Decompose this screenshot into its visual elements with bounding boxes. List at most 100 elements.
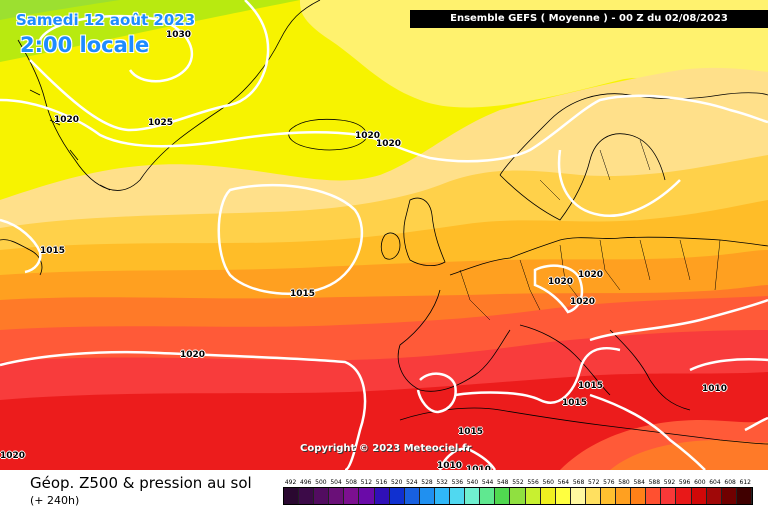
scale-color-cell xyxy=(736,488,752,504)
scale-color-cell xyxy=(585,488,601,504)
scale-tick-label: 512 xyxy=(360,479,373,486)
scale-tick-label: 544 xyxy=(481,479,494,486)
scale-color-cell xyxy=(344,488,360,504)
scale-tick-label: 564 xyxy=(557,479,570,486)
scale-color-cell xyxy=(555,488,571,504)
weather-map xyxy=(0,0,768,470)
scale-color-cell xyxy=(661,488,677,504)
isobar-label: 1010 xyxy=(702,384,728,394)
isobar-label: 1020 xyxy=(570,297,596,307)
scale-color-cell xyxy=(465,488,481,504)
scale-tick-label: 604 xyxy=(709,479,721,486)
scale-tick-label: 532 xyxy=(436,479,448,486)
coastlines xyxy=(0,0,768,445)
scale-color-cell xyxy=(721,488,737,504)
scale-color-cell xyxy=(616,488,632,504)
scale-color-cell xyxy=(359,488,375,504)
isobar-1015-atlantic xyxy=(217,183,364,295)
scale-color-cell xyxy=(495,488,511,504)
scale-color-cell xyxy=(419,488,435,504)
italy-coast xyxy=(519,324,611,396)
scale-tick-label: 536 xyxy=(451,479,464,486)
scale-color-cell xyxy=(389,488,405,504)
scale-tick-label: 588 xyxy=(648,479,661,486)
scale-tick-label: 548 xyxy=(497,479,509,486)
isobar-label: 1015 xyxy=(40,246,66,256)
copyright-notice: Copyright © 2023 Meteociel.fr xyxy=(300,443,472,454)
isobar-label: 1030 xyxy=(166,30,192,40)
isobar-label: 1020 xyxy=(355,131,381,141)
scale-tick-label: 524 xyxy=(406,479,418,486)
scale-color-cell xyxy=(314,488,330,504)
scale-color-cell xyxy=(646,488,662,504)
scale-color-cell xyxy=(450,488,466,504)
scale-color-cell xyxy=(329,488,345,504)
iceland-coast xyxy=(288,118,367,151)
footer-subtitle: (+ 240h) xyxy=(30,494,80,507)
isobar-1015-med xyxy=(454,346,621,404)
isobars xyxy=(0,0,768,470)
isobar-label: 1020 xyxy=(180,350,206,360)
scale-tick-label: 492 xyxy=(284,479,297,486)
scale-color-cell xyxy=(691,488,707,504)
isobar-label: 1020 xyxy=(0,451,26,461)
band-572 xyxy=(0,0,300,62)
color-scale-legend: 492 496 500 504 508 512 516 520 524 528 532 536 540 5… xyxy=(283,478,753,510)
scale-tick-label: 612 xyxy=(739,479,751,486)
scale-color-cell xyxy=(510,488,526,504)
scale-color-cell xyxy=(404,488,420,504)
forecast-date: Samedi 12 août 2023 xyxy=(16,11,196,29)
scale-tick-label: 572 xyxy=(587,479,600,486)
north-africa-coast xyxy=(399,407,768,445)
footer: Géop. Z500 & pression au sol (+ 240h) 49… xyxy=(0,470,768,512)
isobar-1025 xyxy=(29,0,270,132)
scale-tick-label: 568 xyxy=(572,479,585,486)
isobar-1020-south xyxy=(0,350,367,470)
scale-tick-label: 552 xyxy=(512,479,524,486)
scale-tick-label: 584 xyxy=(633,479,645,486)
run-info-banner: Ensemble GEFS ( Moyenne ) - 00 Z du 02/0… xyxy=(410,10,768,28)
local-time: 2:00 locale xyxy=(20,33,150,57)
isobar-label: 1020 xyxy=(548,277,574,287)
scale-tick-label: 580 xyxy=(618,479,630,486)
scale-color-cell xyxy=(631,488,647,504)
balkans-coast xyxy=(609,329,691,411)
ireland-coast xyxy=(380,232,401,260)
isobar-label: 1015 xyxy=(458,427,484,437)
isobar-label: 1015 xyxy=(562,398,588,408)
scale-tick-label: 600 xyxy=(694,479,706,486)
scale-tick-label: 576 xyxy=(603,479,615,486)
scale-tick-label: 504 xyxy=(330,479,342,486)
scale-color-cell xyxy=(284,488,300,504)
isobar-label: 1020 xyxy=(578,270,604,280)
scale-tick-label: 556 xyxy=(527,479,539,486)
greenland-coast xyxy=(17,0,321,191)
scale-tick-label: 540 xyxy=(466,479,479,486)
scale-tick-label: 560 xyxy=(542,479,554,486)
isobar-1010-east xyxy=(689,358,768,372)
scale-color-cell xyxy=(434,488,451,504)
isobar-1010-libya xyxy=(589,393,706,470)
scale-color-cell xyxy=(299,488,315,504)
isobar-1020-north xyxy=(0,94,768,163)
scale-color-cell xyxy=(374,488,390,504)
isobar-1020-scandinavia xyxy=(557,149,681,218)
scale-color-cell xyxy=(676,488,692,504)
scale-tick-label: 516 xyxy=(375,479,388,486)
scale-tick-label: 496 xyxy=(300,479,312,486)
band-612 xyxy=(0,372,768,470)
scale-bar xyxy=(283,487,753,505)
isobar-1020-alps xyxy=(533,264,584,314)
isobar-1030 xyxy=(38,14,194,83)
isobar-1015-iberia xyxy=(416,372,457,414)
isobar-label: 1015 xyxy=(290,289,316,299)
scale-tick-label: 596 xyxy=(678,479,691,486)
scale-color-cell xyxy=(480,488,496,504)
isobar-label: 1020 xyxy=(54,115,80,125)
isobar-1010-africa xyxy=(438,447,497,470)
scale-ticks: 492 496 500 504 508 512 516 520 524 528 532 536 540 5… xyxy=(283,478,753,487)
scale-color-cell xyxy=(525,488,541,504)
isobar-1010-se xyxy=(744,416,768,432)
britain-coast xyxy=(403,197,446,266)
scale-tick-label: 592 xyxy=(663,479,676,486)
